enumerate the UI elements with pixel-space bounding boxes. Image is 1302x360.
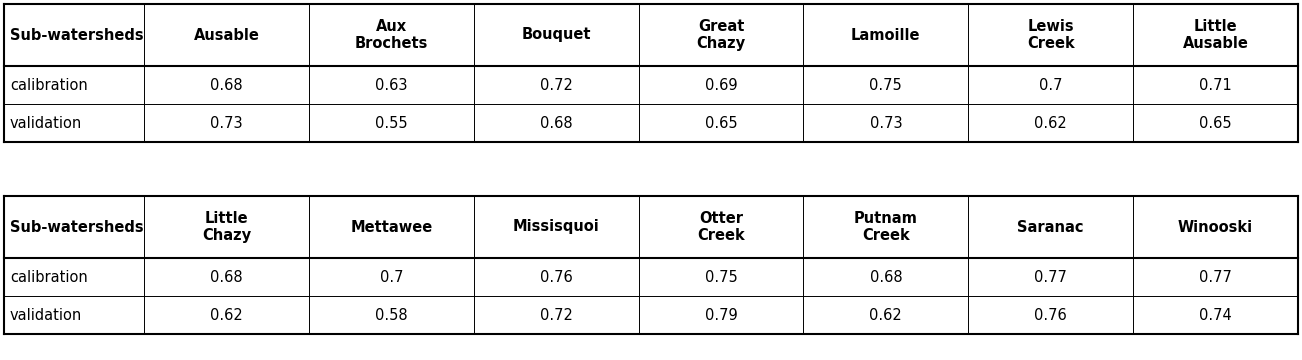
Text: validation: validation	[10, 116, 82, 130]
Text: Little
Chazy: Little Chazy	[202, 211, 251, 243]
Text: 0.76: 0.76	[1034, 307, 1068, 323]
Text: 0.63: 0.63	[375, 77, 408, 93]
Text: 0.68: 0.68	[210, 270, 242, 284]
Text: 0.74: 0.74	[1199, 307, 1232, 323]
Text: Great
Chazy: Great Chazy	[697, 19, 746, 51]
Text: Missisquoi: Missisquoi	[513, 220, 599, 234]
Text: 0.68: 0.68	[540, 116, 573, 130]
Text: 0.65: 0.65	[704, 116, 737, 130]
Text: Putnam
Creek: Putnam Creek	[854, 211, 918, 243]
Text: 0.73: 0.73	[870, 116, 902, 130]
Text: 0.76: 0.76	[540, 270, 573, 284]
Text: 0.72: 0.72	[540, 77, 573, 93]
Text: 0.62: 0.62	[1034, 116, 1068, 130]
Text: 0.62: 0.62	[870, 307, 902, 323]
Text: 0.73: 0.73	[210, 116, 242, 130]
Text: Sub-watersheds: Sub-watersheds	[10, 220, 143, 234]
Text: 0.68: 0.68	[870, 270, 902, 284]
Text: 0.72: 0.72	[540, 307, 573, 323]
Text: 0.7: 0.7	[380, 270, 404, 284]
Text: 0.55: 0.55	[375, 116, 408, 130]
Text: 0.58: 0.58	[375, 307, 408, 323]
Text: 0.69: 0.69	[704, 77, 737, 93]
Text: calibration: calibration	[10, 270, 87, 284]
Text: Sub-watersheds: Sub-watersheds	[10, 27, 143, 42]
Text: 0.7: 0.7	[1039, 77, 1062, 93]
Text: 0.71: 0.71	[1199, 77, 1232, 93]
Text: Winooski: Winooski	[1178, 220, 1253, 234]
Text: Lewis
Creek: Lewis Creek	[1027, 19, 1074, 51]
Text: calibration: calibration	[10, 77, 87, 93]
Text: Lamoille: Lamoille	[852, 27, 921, 42]
Text: 0.75: 0.75	[704, 270, 737, 284]
Text: 0.65: 0.65	[1199, 116, 1232, 130]
Text: 0.62: 0.62	[210, 307, 242, 323]
Text: Aux
Brochets: Aux Brochets	[354, 19, 428, 51]
Text: 0.77: 0.77	[1199, 270, 1232, 284]
Text: Ausable: Ausable	[194, 27, 259, 42]
Text: Bouquet: Bouquet	[521, 27, 591, 42]
Text: Little
Ausable: Little Ausable	[1182, 19, 1249, 51]
Text: validation: validation	[10, 307, 82, 323]
Text: Otter
Creek: Otter Creek	[697, 211, 745, 243]
Text: 0.68: 0.68	[210, 77, 242, 93]
Text: Mettawee: Mettawee	[350, 220, 432, 234]
Text: 0.77: 0.77	[1034, 270, 1068, 284]
Text: 0.75: 0.75	[870, 77, 902, 93]
Text: 0.79: 0.79	[704, 307, 737, 323]
Text: Saranac: Saranac	[1017, 220, 1085, 234]
